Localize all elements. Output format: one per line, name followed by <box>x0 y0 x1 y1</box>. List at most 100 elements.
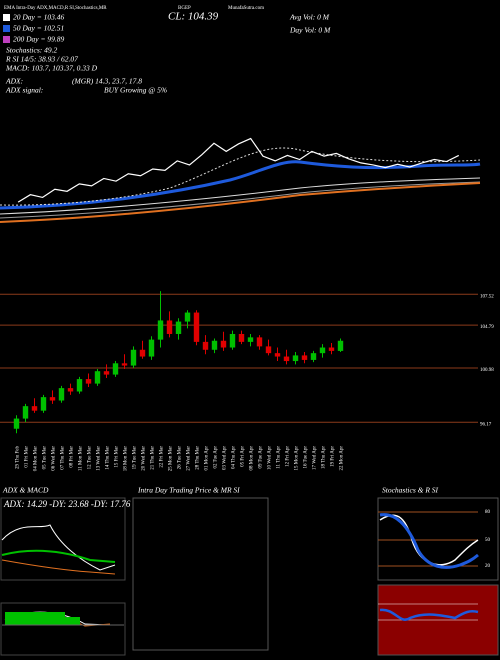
x-tick-label: 01 Mon Apr <box>205 446 210 471</box>
stoch-line <box>379 513 479 569</box>
x-tick-label: 19 Tue Mar <box>133 446 138 470</box>
x-tick-label: 04 Mon Mar <box>34 446 39 472</box>
x-tick-label: 04 Thu Apr <box>232 446 237 469</box>
adx-signal: ADX signal: <box>5 86 43 95</box>
x-tick-label: 27 Wed Mar <box>187 446 192 471</box>
x-tick-label: 18 Thu Apr <box>322 446 327 469</box>
ema20: 20 Day = 103.46 <box>13 13 65 22</box>
x-tick-label: 13 Wed Mar <box>97 446 102 471</box>
candle-body <box>157 320 164 340</box>
candle-body <box>310 353 317 360</box>
header-strip: EMA Intra-Day ADX,MACD,R SI,Stochastics,… <box>4 6 107 11</box>
candle-body <box>337 340 344 351</box>
x-tick-label: 11 Mon Mar <box>79 446 84 471</box>
x-tick-label: 19 Fri Apr <box>331 446 336 467</box>
adx-panel <box>0 497 126 581</box>
ema-line <box>0 177 481 215</box>
x-tick-label: 15 Fri Mar <box>115 446 120 468</box>
site: MunafaSutra.com <box>228 6 264 11</box>
candle-body <box>85 379 92 384</box>
macd-hist <box>5 612 80 625</box>
candle-body <box>22 406 29 419</box>
stoch-tick: 20 <box>485 564 491 569</box>
x-tick-label: 17 Wed Apr <box>313 446 318 470</box>
x-tick-label: 25 Mon Mar <box>169 446 174 472</box>
close-line <box>17 137 460 203</box>
close: CL: 104.39 <box>168 11 219 23</box>
candle-body <box>76 379 83 392</box>
adx-line <box>1 559 116 575</box>
x-tick-label: 12 Tue Mar <box>88 446 93 470</box>
x-tick-label: 29 Thu Feb <box>16 446 21 469</box>
candle-body <box>274 353 281 357</box>
candle-body <box>58 388 65 401</box>
x-tick-label: 11 Thu Apr <box>277 446 282 469</box>
adx-text: ADX: 14.29 -DY: 23.68 -DY: 17.76 <box>3 499 131 509</box>
x-tick-label: 10 Wed Apr <box>268 446 273 470</box>
candle-body <box>112 363 119 375</box>
candle-body <box>283 356 290 362</box>
symbol: BGEP <box>178 6 191 11</box>
candle-body <box>130 349 137 366</box>
stoch-title: Stochastics & R SI <box>382 486 439 495</box>
y-tick-label: 96.17 <box>480 422 492 427</box>
stoch-panel <box>377 497 499 581</box>
y-tick-label: 107.52 <box>480 294 494 299</box>
rsi: R SI 14/5: 38.93 / 62.07 <box>5 55 78 64</box>
candle-body <box>121 363 128 366</box>
candle-body <box>202 341 209 350</box>
candle-body <box>184 312 191 322</box>
x-tick-label: 05 Fri Apr <box>241 446 246 467</box>
x-tick-label: 08 Fri Mar <box>70 446 75 468</box>
ema200-swatch <box>3 36 10 43</box>
x-tick-label: 07 Thu Mar <box>61 446 66 470</box>
candle-body <box>94 371 101 384</box>
candle-body <box>175 321 182 334</box>
candle-body <box>67 388 74 392</box>
candle-body <box>256 337 263 347</box>
candle-body <box>13 418 20 429</box>
candle-body <box>247 337 254 342</box>
candle-body <box>166 320 173 334</box>
candle-body <box>40 397 47 411</box>
x-tick-label: 09 Tue Apr <box>259 446 264 469</box>
candle-body <box>31 406 38 411</box>
x-tick-label: 15 Mon Apr <box>295 446 300 471</box>
adx-vals: (MGR) 14.3, 23.7, 17.8 <box>72 77 142 86</box>
candle-body <box>103 371 110 375</box>
adx-title: ADX & MACD <box>2 486 49 495</box>
ema200-line <box>0 182 481 223</box>
x-tick-label: 16 Tue Apr <box>304 446 309 469</box>
candle-body <box>193 312 200 342</box>
candle-body <box>220 340 227 348</box>
ema-line <box>0 181 481 219</box>
avg-vol: Avg Vol: 0 M <box>289 13 330 22</box>
x-tick-label: 06 Wed Mar <box>52 446 57 471</box>
x-tick-label: 28 Thu Mar <box>196 446 201 470</box>
candle-body <box>211 340 218 350</box>
stoch-tick: 50 <box>485 538 491 543</box>
candle-body <box>229 333 236 348</box>
candle-body <box>319 347 326 354</box>
ema50-line <box>0 160 481 210</box>
candle-body <box>265 346 272 354</box>
x-tick-label: 01 Fri Mar <box>25 446 30 468</box>
x-tick-label: 12 Fri Apr <box>286 446 291 467</box>
y-tick-label: 104.79 <box>480 325 494 330</box>
x-tick-label: 08 Mon Apr <box>250 446 255 471</box>
x-tick-label: 18 Mon Mar <box>124 446 129 472</box>
adx-line <box>1 524 116 571</box>
macd-panel <box>0 602 126 656</box>
macd: MACD: 103.7, 103.37, 0.33 D <box>5 64 98 73</box>
signal: BUY Growing @ 5% <box>104 86 167 95</box>
x-tick-label: 03 Wed Apr <box>223 446 228 470</box>
candle-body <box>49 397 56 401</box>
intra-title: Intra Day Trading Price & MR SI <box>137 486 240 495</box>
ema200: 200 Day = 99.89 <box>13 35 65 44</box>
candle-body <box>328 347 335 351</box>
y-tick-label: 100.98 <box>480 368 494 373</box>
candle-body <box>301 355 308 360</box>
candle-body <box>292 355 299 362</box>
x-tick-label: 05 Tue Mar <box>43 446 48 470</box>
candle-body <box>139 349 146 357</box>
